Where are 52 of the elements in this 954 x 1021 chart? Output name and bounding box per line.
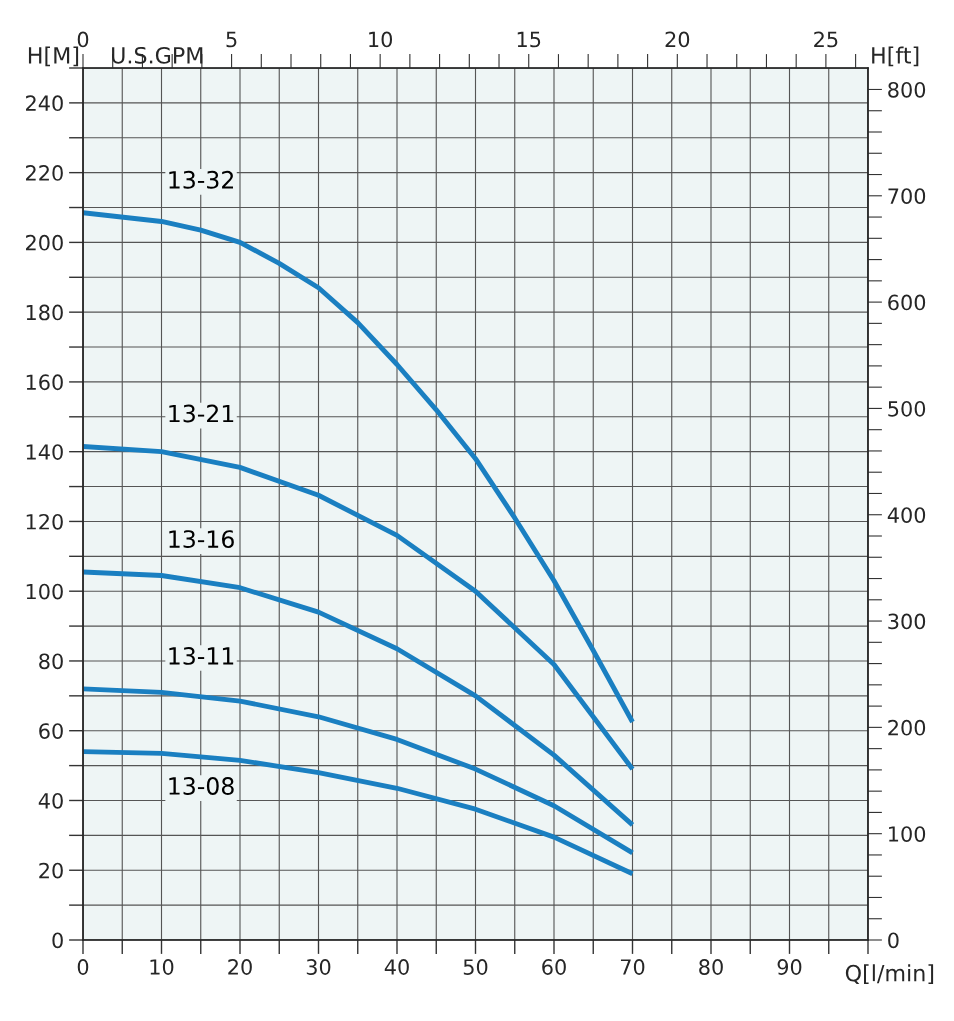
y-axis-title: H[M] xyxy=(28,46,79,67)
x-tick-label: 80 xyxy=(699,959,723,975)
y-tick-label: 140 xyxy=(26,444,63,460)
line-series xyxy=(83,569,635,828)
y-tick-label: 20 xyxy=(39,862,63,879)
y-tick-label: 80 xyxy=(39,653,63,670)
y2-tick-label: 700 xyxy=(888,188,926,204)
y-tick-label: 180 xyxy=(26,304,63,321)
y-tick-label: 0 xyxy=(52,932,63,949)
y-tick-label: 200 xyxy=(26,234,63,251)
y2-axis-title: H[ft] xyxy=(872,46,919,67)
y2-tick-label: 0 xyxy=(888,932,899,949)
line-series xyxy=(83,749,635,877)
y2-tick-label: 500 xyxy=(888,400,926,417)
x-tick-label: 90 xyxy=(777,959,802,975)
x-tick-label: 20 xyxy=(228,959,252,975)
y2-tick-label: 400 xyxy=(887,507,926,523)
x-axis-title: Q[l/min] xyxy=(845,964,934,985)
x2-tick-label: 10 xyxy=(369,31,393,48)
x2-tick-label: 20 xyxy=(665,31,690,48)
y-tick-label: 100 xyxy=(26,583,63,600)
x2-tick-label: 25 xyxy=(814,31,838,48)
y-tick-label: 40 xyxy=(38,792,63,809)
series-label: 13-21 xyxy=(169,404,234,423)
line-series xyxy=(83,686,635,856)
y-tick-label: 60 xyxy=(39,723,63,739)
y2-tick-label: 800 xyxy=(888,81,926,98)
x-tick-label: 70 xyxy=(620,959,645,975)
x-tick-label: 0 xyxy=(77,959,89,975)
y2-tick-label: 300 xyxy=(888,613,926,630)
x-tick-label: 60 xyxy=(542,959,566,975)
y2-tick-label: 200 xyxy=(888,719,926,736)
x-tick-label: 10 xyxy=(150,959,174,975)
y-tick-label: 160 xyxy=(26,374,63,391)
x2-axis-title: U.S.GPM xyxy=(112,46,203,64)
x-tick-label: 40 xyxy=(384,959,409,975)
x2-tick-label: 15 xyxy=(517,31,541,48)
x-tick-label: 30 xyxy=(306,959,331,975)
y2-tick-label: 100 xyxy=(889,826,926,842)
x2-tick-label: 5 xyxy=(226,31,237,48)
series-label: 13-16 xyxy=(169,530,234,548)
line-series xyxy=(83,210,635,725)
x-tick-label: 50 xyxy=(463,959,488,975)
series-label: 13-11 xyxy=(169,646,234,665)
line-series xyxy=(83,444,635,772)
series-label: 13-08 xyxy=(169,777,234,795)
y-tick-label: 220 xyxy=(26,165,63,181)
x2-tick-label: 0 xyxy=(77,31,89,48)
y-tick-label: 120 xyxy=(26,513,63,530)
series-label: 13-32 xyxy=(169,170,233,189)
y2-tick-label: 600 xyxy=(888,294,926,311)
y-tick-label: 240 xyxy=(26,95,63,112)
